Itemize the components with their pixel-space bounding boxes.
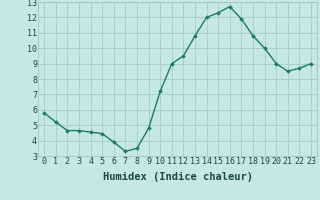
X-axis label: Humidex (Indice chaleur): Humidex (Indice chaleur): [103, 172, 252, 182]
